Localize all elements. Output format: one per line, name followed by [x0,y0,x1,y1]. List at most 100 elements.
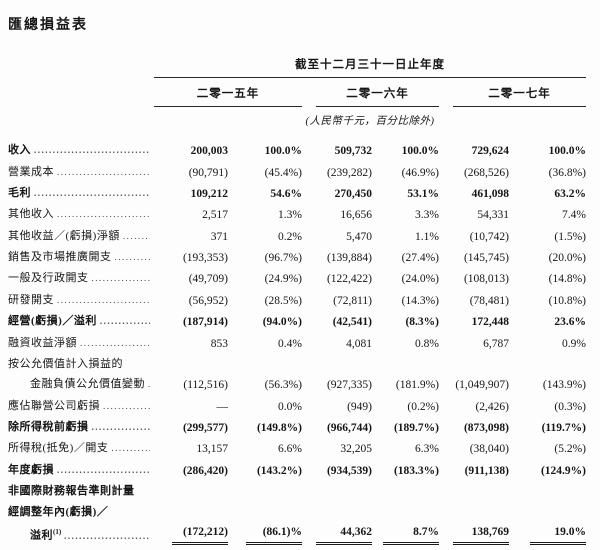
year-header-2015: 二零一五年 [154,78,302,107]
value-cell [154,481,228,501]
value-cell: 853 [154,332,228,353]
page-title: 匯總損益表 [8,18,88,33]
value-cell: (1.5%) [509,226,586,247]
empty-cell [8,78,154,108]
cell-value: (873,098) [463,422,509,435]
dot-leader [92,419,151,435]
cell-value: 8.7% [383,524,439,545]
cell-value: 0.0% [278,400,302,413]
cell-value: 54,331 [477,209,509,222]
cell-value: (72,811) [333,294,372,307]
value-cell [439,481,509,501]
table-row: 年度虧損 (286,420) (143.2%) (934,539) (183.3%) (9… [8,460,586,481]
dot-leader [103,398,150,414]
year-header-row: 二零一五年 二零一六年 二零一七年 [8,78,586,108]
value-cell: 100.0% [372,140,439,161]
row-label: 其他收入 [8,208,54,221]
value-cell: 0.4% [228,332,302,353]
value-cell: (94.0%) [228,311,302,332]
table-row: 毛利 109,212 54.6% 270,450 53.1% 461,098 63.2% [8,183,586,204]
value-cell [372,354,439,374]
cell-value: (0.2%) [407,400,439,413]
value-cell: 44,362 [302,522,372,547]
row-label-cell: 年度虧損 [8,460,154,481]
table-row: 金融負債公允價值變動 (112,516) (56.3%) (927,335) (181.… [8,374,586,395]
value-cell: (2,426) [439,396,509,417]
cell-value: (10,742) [469,230,509,243]
value-cell: (149.8%) [228,417,302,438]
value-cell: (86.1)% [228,522,302,547]
value-cell: (108,013) [439,268,509,289]
value-cell: (239,282) [302,161,372,182]
row-label-cell: 研發開支 [8,290,154,311]
value-cell [372,501,439,521]
dot-leader [123,228,150,244]
row-label: 應佔聯營公司虧損 [8,399,100,412]
value-cell: (124.9%) [509,460,586,481]
value-cell: 16,656 [302,204,372,225]
row-label: 非國際財務報告準則計量 [8,485,135,498]
cell-value: 54.6% [270,187,302,200]
cell-value: 3.3% [415,209,439,222]
table-row: 融資收益淨額 853 0.4% 4,081 0.8% 6,787 0.9% [8,332,586,353]
value-cell: (5.2%) [509,438,586,459]
cell-value: (42,541) [332,316,372,329]
row-label-cell: 其他收益／(虧損)淨額 [8,226,154,247]
value-cell: (183.3%) [372,460,439,481]
row-label-cell: 金融負債公允價值變動 [8,374,154,395]
row-label-cell: 一般及行政開支 [8,268,154,289]
cell-value: 100.0% [401,145,439,158]
cell-value: 853 [210,337,228,350]
table-row: 銷售及市場推廣開支 (193,353) (96.7%) (139,884) (27.4%… [8,247,586,268]
cell-value: (8.3%) [405,316,439,329]
table-row: 一般及行政開支 (49,709) (24.9%) (122,422) (24.0%) (1… [8,268,586,289]
cell-value: (38,040) [469,443,509,456]
value-cell: (172,212) [154,522,228,547]
cell-value: (5.2%) [554,443,586,456]
value-cell: (45.4%) [228,161,302,182]
row-label: 經調整年內(虧損)／ [8,505,109,518]
income-statement-table: 截至十二月三十一日止年度 二零一五年 二零一六年 二零一七年 (人民幣千元，百分… [8,50,586,547]
cell-value: (86.1)% [246,524,302,545]
value-cell: (10,742) [439,226,509,247]
cell-value: (14.8%) [548,273,586,286]
cell-value: (1.5%) [554,230,586,243]
cell-value: (139,884) [326,252,372,265]
cell-value: 6,787 [483,337,509,350]
value-cell: (56.3%) [228,374,302,395]
row-label-cell: 毛利 [8,183,154,204]
cell-value: (0.3%) [554,400,586,413]
row-label: 研發開支 [8,293,54,306]
value-cell: 5,470 [302,226,372,247]
cell-value: 5,470 [346,230,372,243]
cell-value: 270,450 [334,187,372,200]
cell-value: 13,157 [196,443,228,456]
value-cell: 3.3% [372,204,439,225]
value-cell [228,501,302,521]
value-cell: 6.3% [372,438,439,459]
cell-value: (189.7%) [393,422,439,435]
value-cell: (14.3%) [372,290,439,311]
footnote-ref: (1) [53,528,62,537]
row-label: 按公允價值計入損益的 [8,357,123,370]
cell-value: 7.4% [562,209,586,222]
value-cell [302,354,372,374]
cell-value: (149.8%) [256,422,302,435]
value-cell: (927,335) [302,374,372,395]
row-label-cell: 營業成本 [8,161,154,182]
cell-value: (299,577) [182,422,228,435]
cell-value: (145,745) [463,252,509,265]
value-cell: (24.0%) [372,268,439,289]
value-cell: 100.0% [509,140,586,161]
cell-value: (14.3%) [401,294,439,307]
value-cell: (24.9%) [228,268,302,289]
table-row: 研發開支 (56,952) (28.5%) (72,811) (14.3%) (78,48… [8,290,586,311]
cell-value: (286,420) [182,464,228,477]
row-label: 營業成本 [8,165,54,178]
value-cell: 270,450 [302,183,372,204]
value-cell: (934,539) [302,460,372,481]
value-cell [154,354,228,374]
cell-value: 109,212 [190,187,228,200]
value-cell: (42,541) [302,311,372,332]
